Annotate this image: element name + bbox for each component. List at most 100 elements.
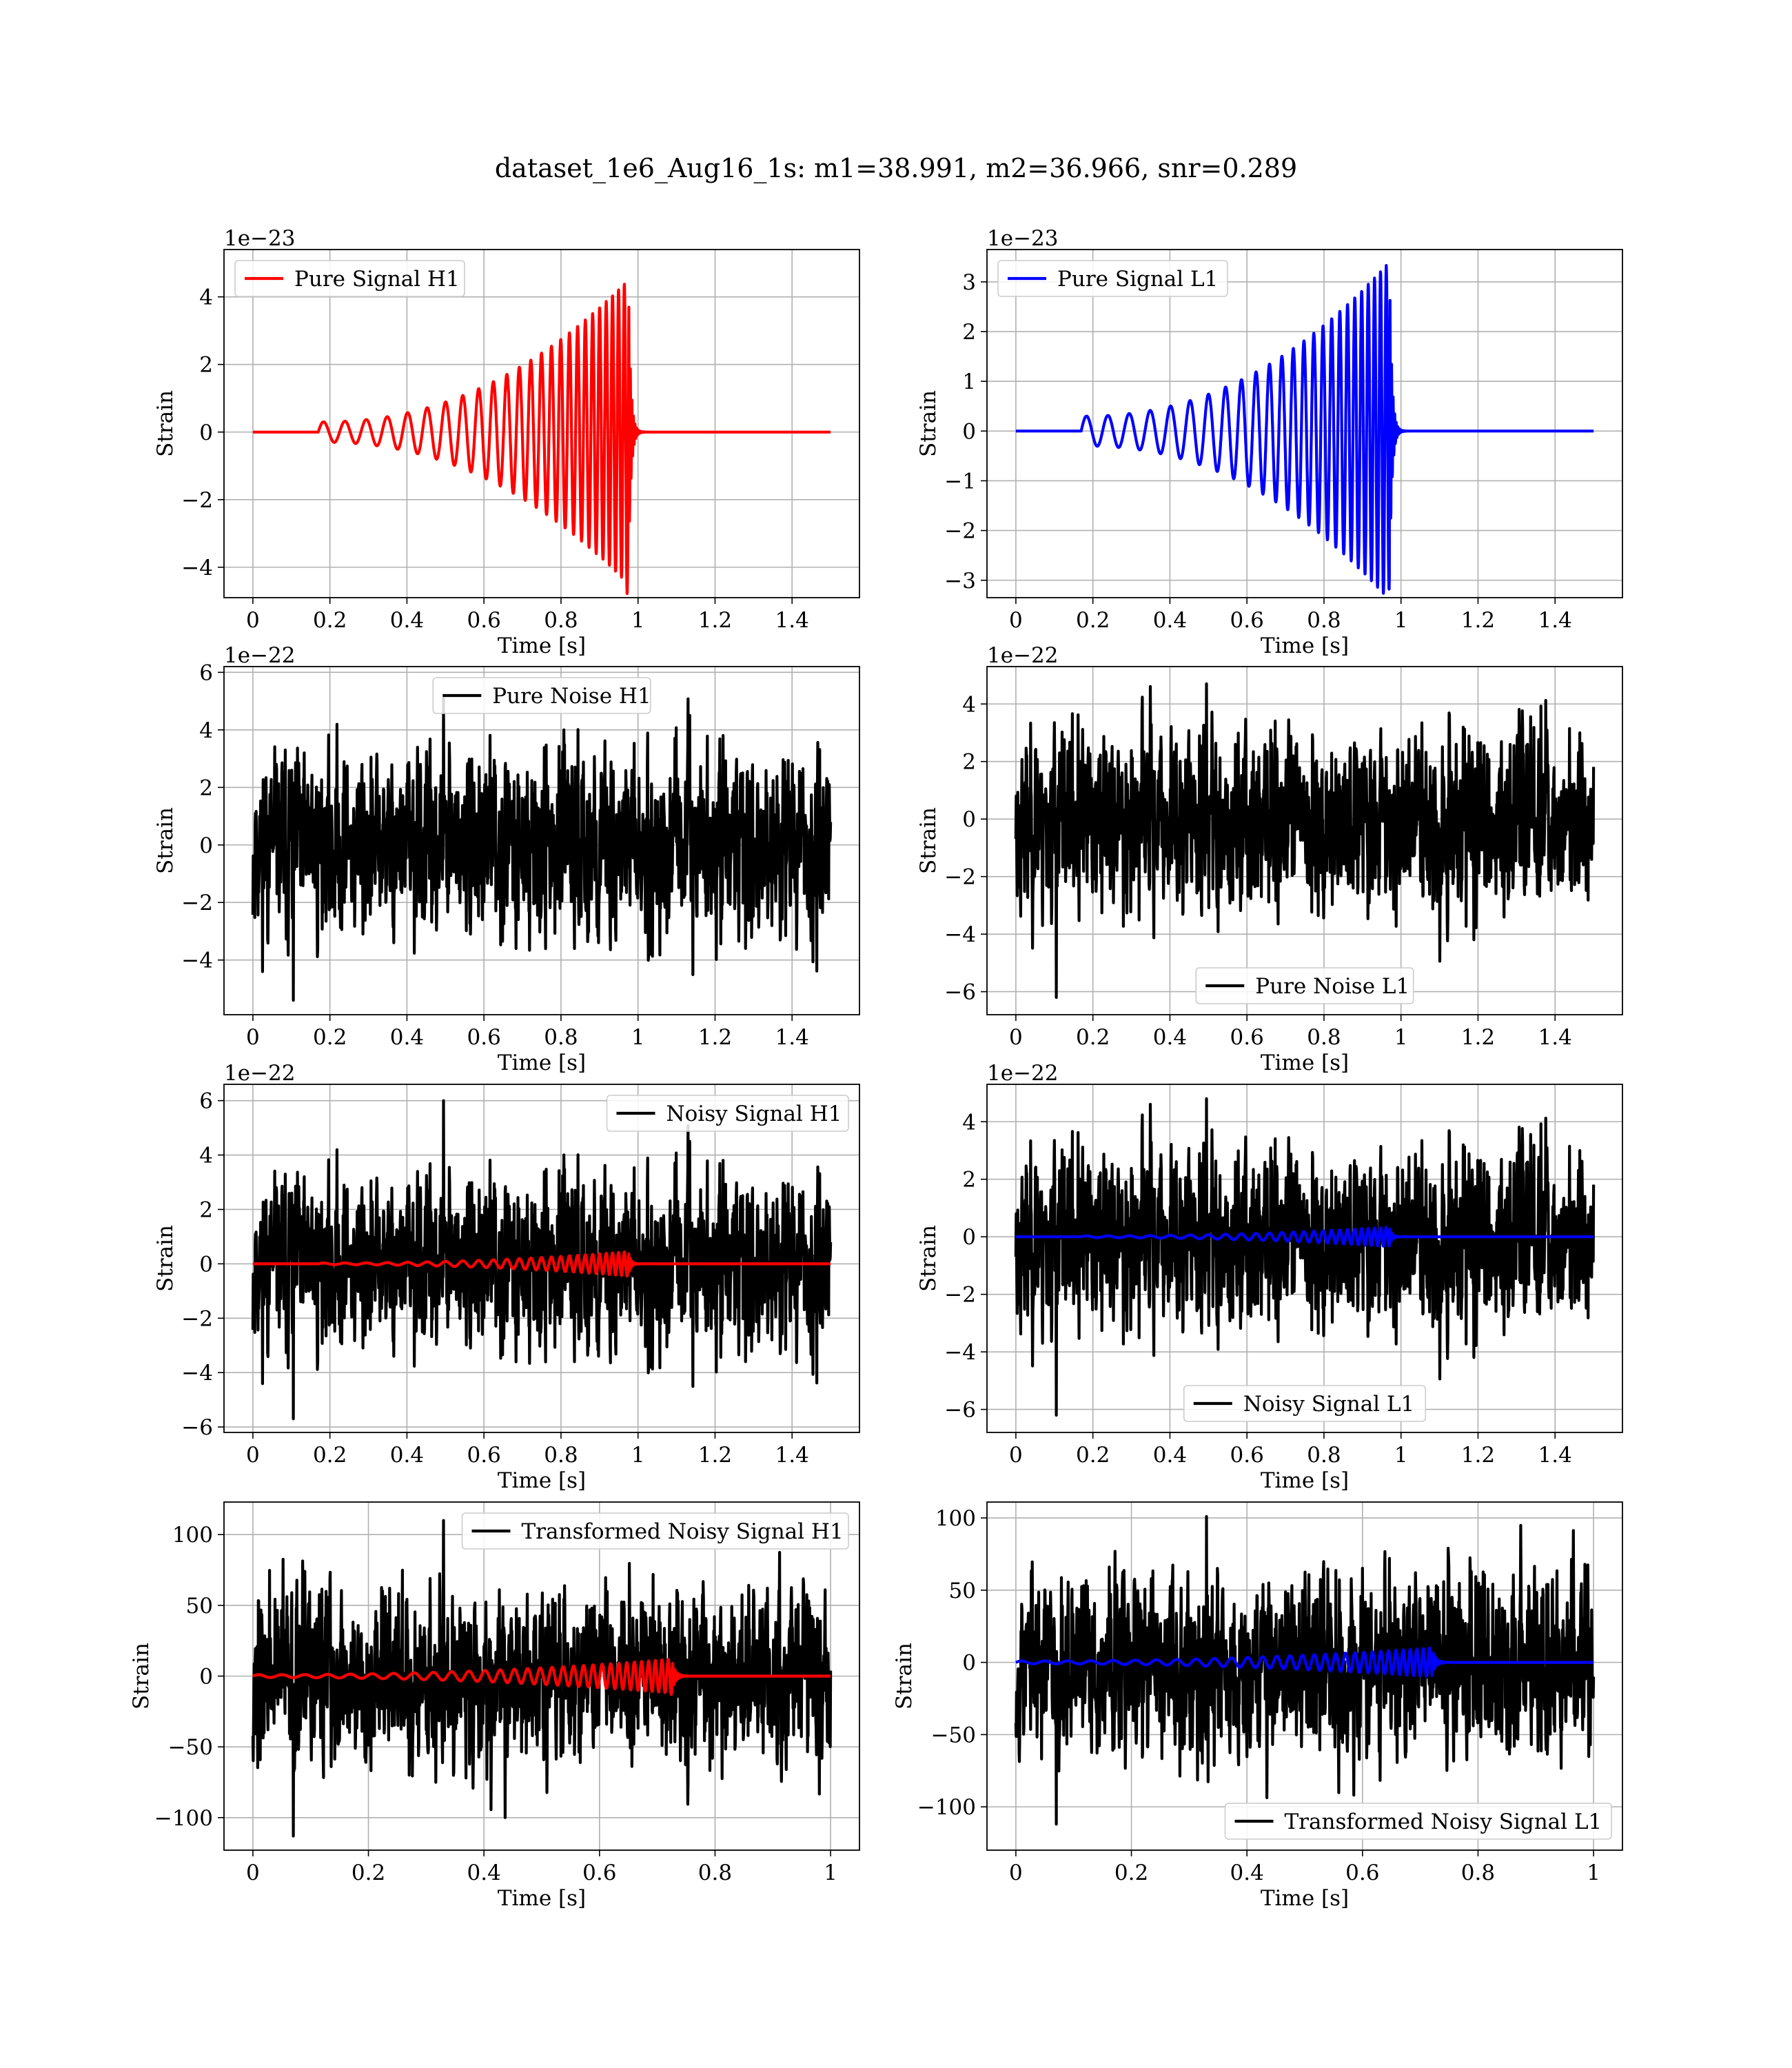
offset-text: 1e−22: [224, 643, 296, 668]
y-tick-label: 0: [199, 1252, 213, 1277]
legend: Pure Noise L1: [1195, 967, 1414, 1004]
subplot-pure-noise-h1: 0 0.2 0.4 0.6 0.8 1 1.2 1.4 −4 −2 0 2 4 6 Time [s] Stra…: [153, 643, 860, 1075]
y-tick-label: 0: [962, 807, 976, 832]
offset-text: 1e−23: [987, 226, 1059, 251]
y-tick-label: −2: [944, 519, 976, 544]
x-axis-label: Time [s]: [498, 1468, 586, 1493]
y-tick-label: 0: [199, 1665, 213, 1690]
y-axis-label: Strain: [153, 807, 178, 874]
subplot-pure-signal-h1: 0 0.2 0.4 0.6 0.8 1 1.2 1.4 −4 −2 0 2 4 Time [s] Strai…: [153, 226, 860, 658]
offset-text: 1e−22: [987, 1061, 1059, 1086]
x-tick-label: 0.2: [313, 1443, 347, 1468]
x-tick-label: 0.6: [1230, 1443, 1264, 1468]
signal-line: [1015, 1646, 1595, 1679]
transformed-noisy-signal-h1-line: [251, 1519, 833, 1838]
x-tick-label: 0.2: [352, 1861, 385, 1885]
axes-frame: [986, 1084, 1623, 1433]
legend: Pure Signal H1: [234, 260, 465, 297]
y-tick-label: −4: [181, 949, 213, 973]
y-tick-label: 3: [962, 270, 976, 295]
y-tick-label: 1: [962, 369, 976, 394]
legend: Pure Signal L1: [997, 260, 1228, 297]
y-tick-label: −4: [181, 556, 213, 580]
x-tick-label: 1.2: [698, 608, 732, 633]
x-tick-label: 1.2: [1461, 608, 1495, 633]
legend-box: [1224, 1803, 1612, 1840]
x-tick-label: 0.4: [467, 1861, 501, 1885]
x-tick-label: 0: [1009, 608, 1023, 633]
x-tick-label: 1: [1394, 1025, 1408, 1050]
axes-frame: [223, 1501, 860, 1851]
x-axis-label: Time [s]: [1261, 1886, 1349, 1911]
x-tick-label: 0.8: [1307, 1443, 1341, 1468]
y-tick-label: 100: [172, 1523, 213, 1548]
y-tick-label: −3: [944, 569, 976, 594]
x-tick-label: 1: [1394, 608, 1408, 633]
legend: Transformed Noisy Signal H1: [461, 1512, 849, 1550]
x-tick-label: 0.8: [1461, 1861, 1495, 1885]
y-tick-label: −6: [944, 1398, 976, 1423]
x-tick-label: 1: [1587, 1861, 1600, 1885]
y-tick-label: 2: [199, 776, 213, 800]
axes-frame: [223, 1084, 860, 1433]
noisy-signal-l1-line: [1014, 1097, 1596, 1417]
pure-noise-l1-line: [1014, 682, 1596, 1000]
plot-area: [1014, 1097, 1596, 1417]
y-tick-label: 0: [199, 833, 213, 858]
x-tick-label: 0.8: [544, 1025, 578, 1050]
legend: Transformed Noisy Signal L1: [1224, 1803, 1612, 1840]
x-tick-label: 0: [1009, 1443, 1023, 1468]
y-axis-label: Strain: [892, 1643, 917, 1710]
signal-line: [252, 1658, 832, 1696]
pure-signal-l1-line: [1015, 264, 1595, 595]
x-tick-label: 0.4: [1153, 1443, 1187, 1468]
x-tick-label: 0: [1009, 1861, 1023, 1885]
y-tick-label: −100: [154, 1806, 213, 1831]
y-tick-label: −2: [944, 1283, 976, 1308]
y-tick-label: −4: [944, 1340, 976, 1365]
y-tick-label: 2: [962, 1168, 976, 1193]
y-tick-label: 6: [199, 1089, 213, 1114]
legend-label: Pure Signal L1: [1057, 267, 1218, 292]
subplot-pure-noise-l1: 0 0.2 0.4 0.6 0.8 1 1.2 1.4 −6 −4 −2 0 2 4 Time [s] Str…: [916, 643, 1623, 1075]
axes-frame: [986, 1501, 1623, 1851]
legend-label: Noisy Signal H1: [666, 1102, 842, 1126]
y-tick-label: −6: [944, 980, 976, 1005]
x-tick-label: 0.8: [698, 1861, 732, 1885]
pure-signal-h1-line: [252, 283, 832, 596]
y-tick-label: 0: [962, 419, 976, 444]
plot-area: [251, 696, 833, 1002]
legend-box: [1183, 1385, 1427, 1422]
x-tick-label: 0.2: [1076, 1443, 1110, 1468]
y-axis-label: Strain: [129, 1643, 154, 1710]
x-tick-label: 1.4: [1538, 1025, 1572, 1050]
plot-area: [252, 283, 832, 596]
x-tick-label: 0.6: [467, 608, 501, 633]
x-tick-label: 1: [824, 1861, 837, 1885]
axes-frame: [986, 666, 1623, 1015]
y-tick-label: 50: [186, 1594, 213, 1619]
x-tick-label: 1.2: [1461, 1025, 1495, 1050]
x-tick-label: 1.4: [775, 1443, 809, 1468]
x-axis-label: Time [s]: [1261, 1051, 1349, 1075]
x-tick-label: 1.4: [1538, 608, 1572, 633]
x-tick-label: 1.2: [1461, 1443, 1495, 1468]
legend: Noisy Signal L1: [1183, 1385, 1427, 1422]
y-tick-label: 50: [949, 1579, 976, 1603]
x-tick-label: 0.4: [1230, 1861, 1264, 1885]
x-tick-label: 1: [631, 1025, 645, 1050]
subplot-noisy-signal-l1: 0 0.2 0.4 0.6 0.8 1 1.2 1.4 −6 −4 −2 0 2 4 Time [s] Str…: [916, 1061, 1623, 1493]
y-tick-label: −50: [168, 1735, 213, 1760]
x-tick-label: 0: [246, 1443, 260, 1468]
x-tick-label: 0.8: [544, 608, 578, 633]
x-tick-label: 0.2: [1114, 1861, 1148, 1885]
x-tick-label: 0.4: [390, 1025, 424, 1050]
y-tick-label: 2: [199, 353, 213, 378]
legend-box: [461, 1512, 849, 1550]
x-tick-label: 0.6: [1345, 1861, 1379, 1885]
figure-title: dataset_1e6_Aug16_1s: m1=38.991, m2=36.9…: [494, 153, 1298, 183]
x-tick-label: 0: [1009, 1025, 1023, 1050]
offset-text: 1e−22: [224, 1061, 296, 1086]
y-tick-label: 4: [962, 1110, 976, 1135]
plot-area: [251, 1519, 833, 1838]
